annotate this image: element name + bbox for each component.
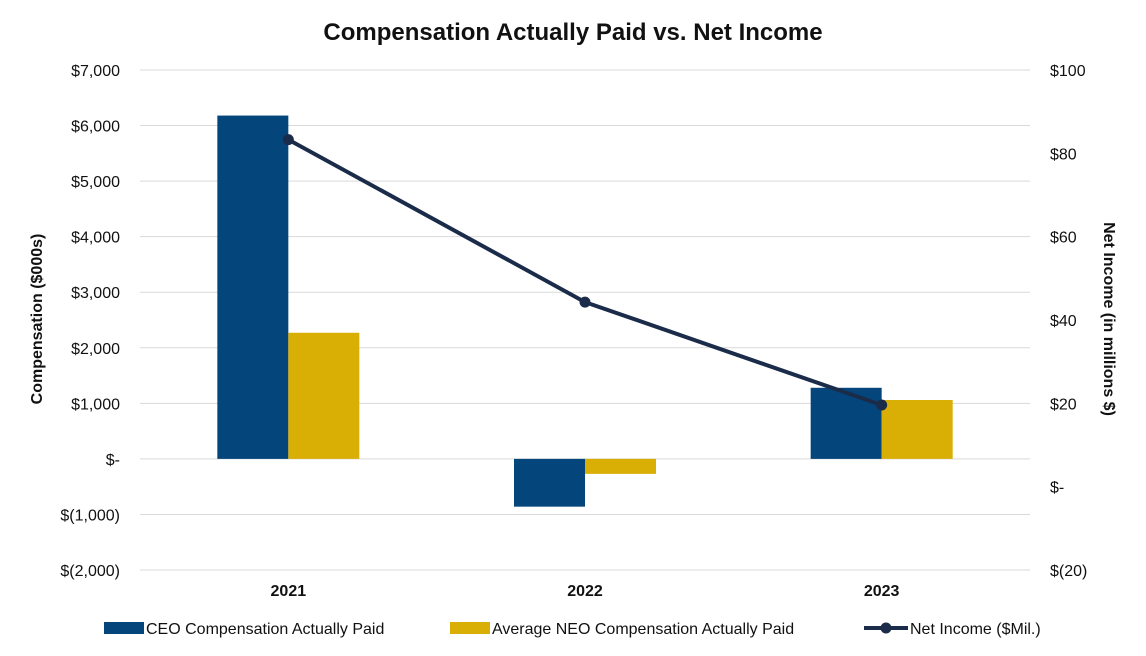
y-tick-label: $(2,000): [60, 563, 120, 580]
legend-swatch-ceo: [104, 622, 144, 634]
bar-ceo-2022: [514, 458, 585, 507]
y-tick-label: $6,000: [71, 119, 120, 136]
y2-tick-label: $80: [1050, 146, 1077, 163]
left-axis-ticks: $7,000 $6,000 $5,000 $4,000 $3,000 $2,000 $1,0…: [60, 63, 120, 580]
y-tick-label: $7,000: [71, 63, 120, 80]
y-tick-label: $(1,000): [60, 507, 120, 524]
y-axis-title: Compensation ($000s): [29, 234, 46, 405]
bars: [217, 115, 953, 507]
legend-label-ceo: CEO Compensation Actually Paid: [146, 621, 384, 638]
net-income-point: [579, 296, 591, 308]
y-tick-label: $4,000: [71, 230, 120, 247]
bar-neo-2022: [585, 458, 656, 474]
y-tick-label: $-: [106, 452, 120, 469]
right-axis-ticks: $100 $80 $60 $40 $20 $- $(20): [1050, 63, 1087, 580]
y2-tick-label: $20: [1050, 396, 1077, 413]
net-income-line: [287, 137, 883, 407]
category-labels: 2021 2022 2023: [271, 583, 900, 600]
legend: CEO Compensation Actually Paid Average NE…: [104, 621, 1041, 638]
legend-label-neo: Average NEO Compensation Actually Paid: [492, 621, 794, 638]
y2-tick-label: $(20): [1050, 563, 1087, 580]
y2-tick-label: $-: [1050, 480, 1064, 497]
net-income-point: [282, 134, 294, 146]
y-tick-label: $1,000: [71, 396, 120, 413]
chart-title: Compensation Actually Paid vs. Net Incom…: [323, 19, 822, 46]
net-income-line-group: [282, 134, 888, 411]
legend-label-net-income: Net Income ($Mil.): [910, 621, 1041, 638]
bar-ceo-2021: [217, 115, 289, 459]
y2-axis-title: Net Income (in millions $): [1100, 222, 1117, 416]
category-label: 2023: [864, 583, 900, 600]
y-tick-label: $5,000: [71, 174, 120, 191]
y-tick-label: $3,000: [71, 285, 120, 302]
bar-neo-2021: [288, 332, 360, 459]
legend-marker-net-income: [880, 622, 892, 634]
category-label: 2021: [271, 583, 307, 600]
y2-tick-label: $40: [1050, 313, 1077, 330]
legend-swatch-neo: [450, 622, 490, 634]
bar-ceo-2023: [810, 387, 882, 459]
y2-tick-label: $60: [1050, 230, 1077, 247]
y2-tick-label: $100: [1050, 63, 1086, 80]
net-income-point: [876, 399, 888, 411]
category-label: 2022: [567, 583, 603, 600]
bar-neo-2023: [881, 400, 953, 459]
y-tick-label: $2,000: [71, 341, 120, 358]
